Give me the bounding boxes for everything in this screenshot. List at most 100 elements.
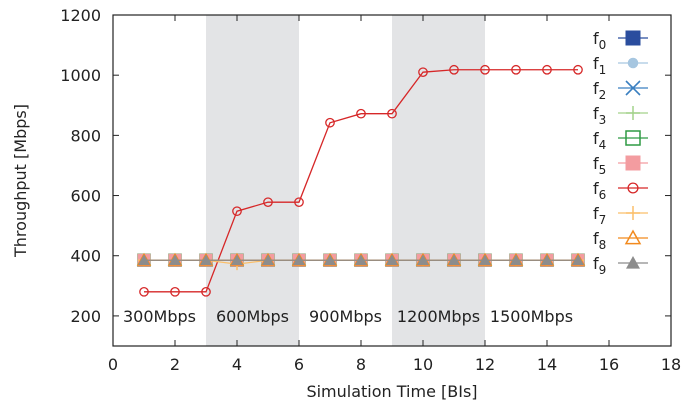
legend-marker-f7 [626, 206, 640, 220]
data-point-f6 [418, 67, 428, 78]
x-tick-label: 12 [475, 355, 495, 374]
data-point-f6 [573, 64, 583, 75]
band-annotation: 1200Mbps [397, 307, 480, 326]
legend-marker-f0 [625, 30, 641, 46]
y-axis-label: Throughput [Mbps] [11, 104, 30, 258]
data-point-f9 [572, 254, 584, 266]
y-tick-label: 400 [70, 247, 101, 266]
legend-label-name: f [593, 54, 599, 73]
data-point-f9 [324, 254, 336, 266]
legend-label: f5 [593, 154, 606, 177]
legend-label-name: f [593, 204, 599, 223]
data-point-f9 [479, 254, 491, 266]
data-point-f9 [200, 254, 212, 266]
x-tick-label: 14 [537, 355, 557, 374]
band-annotations: 300Mbps 600Mbps 900Mbps 1200Mbps 1500Mbps [123, 307, 573, 326]
y-tick-label: 1000 [60, 66, 101, 85]
data-point-f6 [325, 117, 335, 128]
legend-label: f7 [593, 204, 606, 227]
series-line-f6 [144, 69, 578, 293]
data-point-f9 [448, 254, 460, 266]
legend-label: f2 [593, 79, 606, 102]
legend-marker-f9 [626, 256, 640, 269]
data-point-f6 [387, 108, 397, 119]
data-point-f6 [232, 206, 242, 217]
data-point-f6 [139, 286, 149, 297]
legend-marker-f3 [626, 106, 640, 120]
legend-label-name: f [593, 79, 599, 98]
legend-label-subscript: 9 [599, 263, 607, 277]
data-point-f9 [231, 254, 243, 266]
data-point-f6 [511, 64, 521, 75]
legend-item-f9: f9 [593, 254, 648, 277]
series-f6 [139, 64, 583, 297]
band-annotation: 600Mbps [216, 307, 289, 326]
data-point-f9 [138, 254, 150, 266]
legend-label-subscript: 2 [599, 88, 607, 102]
x-axis-label: Simulation Time [BIs] [306, 382, 477, 401]
plot-frame [112, 14, 672, 347]
legend-label: f3 [593, 104, 606, 127]
legend-label-name: f [593, 179, 599, 198]
series-layer [136, 64, 586, 297]
data-point-f6 [480, 64, 490, 75]
data-point-f9 [169, 254, 181, 266]
data-point-f6 [263, 197, 273, 208]
legend-label-name: f [593, 154, 599, 173]
legend-item-f8: f8 [593, 229, 648, 252]
legend-marker-f2-stroke [625, 80, 641, 96]
band-annotation: 1500Mbps [490, 307, 573, 326]
data-point-f6 [356, 108, 366, 119]
legend-marker-f2 [625, 80, 641, 96]
shaded-bands [206, 15, 485, 346]
legend-item-f6: f6 [593, 179, 648, 202]
x-tick-label: 16 [599, 355, 619, 374]
legend-marker-f5 [625, 155, 641, 171]
data-point-f9 [355, 254, 367, 266]
legend-item-f5: f5 [593, 154, 648, 177]
x-tick-label: 8 [356, 355, 366, 374]
legend-label: f6 [593, 179, 606, 202]
data-point-f6 [449, 64, 459, 75]
legend-label-name: f [593, 229, 599, 248]
data-point-f6 [201, 286, 211, 297]
legend-label-subscript: 5 [599, 163, 607, 177]
legend-label: f4 [593, 129, 606, 152]
data-point-f9 [293, 254, 305, 266]
x-tick-label: 18 [661, 355, 681, 374]
legend-item-f0: f0 [593, 29, 648, 52]
x-tick-label: 0 [108, 355, 118, 374]
legend-label-name: f [593, 104, 599, 123]
legend-item-f3: f3 [593, 104, 648, 127]
x-tick-label: 4 [232, 355, 242, 374]
y-tick-label: 200 [70, 307, 101, 326]
x-tick-label: 10 [413, 355, 433, 374]
legend-item-f7: f7 [593, 204, 648, 227]
series-f9 [138, 254, 584, 266]
y-tick-label: 1200 [60, 6, 101, 25]
legend-marker-f4 [625, 130, 641, 146]
legend-label-subscript: 6 [599, 188, 607, 202]
legend-label-subscript: 8 [599, 238, 607, 252]
data-point-f6 [542, 64, 552, 75]
band-annotation: 300Mbps [123, 307, 196, 326]
legend-item-f1: f1 [593, 54, 648, 77]
legend-label: f8 [593, 229, 606, 252]
legend-label: f0 [593, 29, 606, 52]
data-point-f9 [417, 254, 429, 266]
data-point-f9 [541, 254, 553, 266]
data-point-f9 [386, 254, 398, 266]
legend-item-f4: f4 [593, 129, 648, 152]
x-tick-label: 2 [170, 355, 180, 374]
legend-label: f1 [593, 54, 606, 77]
legend-label-name: f [593, 254, 599, 273]
legend-label-subscript: 0 [599, 38, 607, 52]
legend-item-f2: f2 [593, 79, 648, 102]
data-point-f6 [170, 286, 180, 297]
legend-marker-f6 [627, 182, 639, 194]
x-tick-label: 6 [294, 355, 304, 374]
